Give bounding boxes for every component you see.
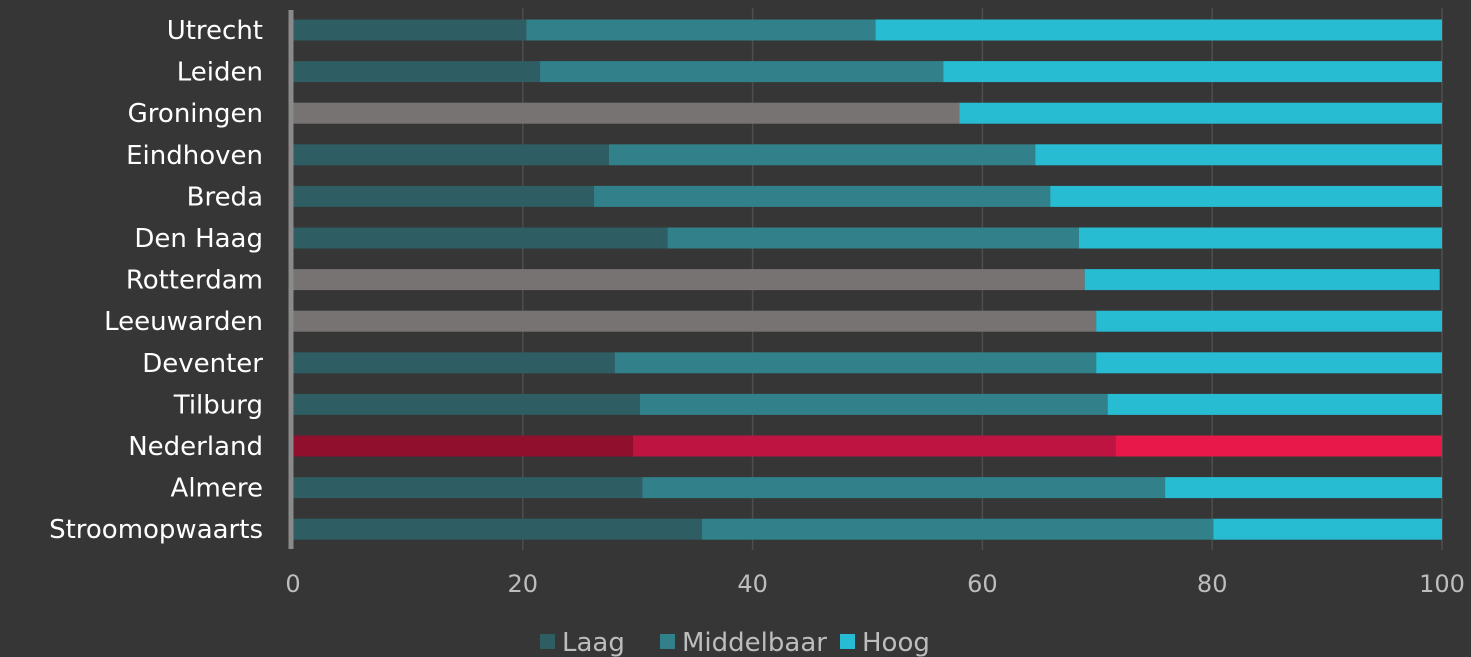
bar-segment-hoog	[943, 61, 1442, 83]
category-label: Groningen	[128, 99, 263, 129]
bar-segment-hoog	[875, 19, 1442, 41]
category-label: Stroomopwaarts	[49, 515, 263, 545]
bar-segment-hoog	[1096, 310, 1442, 332]
x-tick-label: 20	[508, 570, 539, 598]
category-label: Leeuwarden	[104, 307, 263, 337]
x-tick-label: 80	[1197, 570, 1228, 598]
bar-segment-middelbaar	[642, 477, 1166, 499]
bar-segment-laag	[293, 61, 541, 83]
category-label: Almere	[171, 474, 263, 504]
category-label: Deventer	[142, 349, 263, 379]
bar-segment-laag-middelbaar	[293, 310, 1097, 332]
bar-segment-laag	[293, 144, 609, 166]
bar-segment-laag	[293, 19, 527, 41]
category-label: Breda	[187, 182, 263, 212]
x-tick-label: 0	[285, 570, 300, 598]
category-label: Leiden	[177, 58, 263, 88]
category-label: Nederland	[128, 432, 263, 462]
bar-segment-laag	[293, 185, 595, 207]
bar-segment-laag	[293, 352, 615, 374]
bar-segment-middelbaar	[702, 518, 1214, 540]
bar-segment-laag	[293, 518, 703, 540]
bar-segment-middelbaar	[608, 144, 1036, 166]
legend-label-laag: Laag	[562, 628, 625, 657]
bar-segment-middelbaar	[633, 435, 1116, 457]
bar-segment-hoog	[959, 102, 1442, 124]
x-tick-label: 60	[967, 570, 998, 598]
category-label: Den Haag	[134, 224, 263, 254]
bar-segment-laag	[293, 227, 668, 249]
bar-segment-hoog	[1165, 477, 1442, 499]
category-labels: Utrecht Leiden Groningen Eindhoven Breda Den …	[49, 16, 263, 545]
bar-segment-middelbaar	[639, 393, 1108, 415]
bar-segment-laag	[293, 477, 643, 499]
legend-swatch-hoog	[840, 634, 855, 649]
bar-segment-laag	[293, 393, 640, 415]
bar-segment-hoog	[1115, 435, 1442, 457]
x-axis-tick-labels: 0 20 40 60 80 100	[285, 570, 1465, 598]
bar-segment-middelbaar	[594, 185, 1051, 207]
bar-segment-middelbaar	[540, 61, 944, 83]
bar-segment-hoog	[1035, 144, 1442, 166]
x-tick-label: 100	[1419, 570, 1465, 598]
bar-segment-laag-middelbaar	[293, 102, 960, 124]
legend: Laag Middelbaar Hoog	[540, 628, 930, 657]
bar-segment-hoog	[1050, 185, 1442, 207]
bar-segment-hoog	[1213, 518, 1442, 540]
bar-segment-hoog	[1078, 227, 1442, 249]
category-label: Utrecht	[167, 16, 263, 46]
legend-swatch-laag	[540, 634, 555, 649]
bars	[293, 19, 1442, 540]
bar-segment-middelbaar	[614, 352, 1097, 374]
bar-segment-hoog	[1084, 269, 1440, 291]
x-tick-label: 40	[737, 570, 768, 598]
category-label: Rotterdam	[126, 266, 263, 296]
bar-segment-middelbaar	[526, 19, 876, 41]
bar-segment-hoog	[1096, 352, 1442, 374]
legend-swatch-middelbaar	[660, 634, 675, 649]
bar-segment-middelbaar	[667, 227, 1079, 249]
bar-segment-hoog	[1107, 393, 1442, 415]
legend-label-middelbaar: Middelbaar	[682, 628, 827, 657]
category-label: Eindhoven	[126, 141, 263, 171]
bar-segment-laag	[293, 435, 634, 457]
legend-label-hoog: Hoog	[862, 628, 930, 657]
bar-segment-laag-middelbaar	[293, 269, 1085, 291]
category-label: Tilburg	[173, 390, 263, 420]
